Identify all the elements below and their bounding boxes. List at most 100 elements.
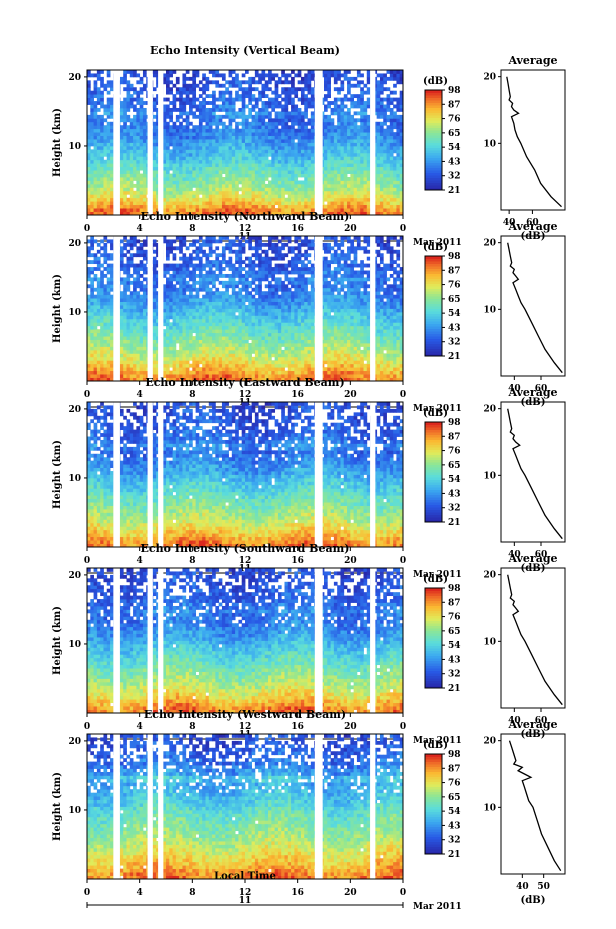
colorbar-segment	[425, 343, 442, 347]
average-x-label: (dB)	[521, 895, 546, 906]
colorbar-frame	[424, 753, 443, 855]
x-tick-label: 4	[137, 224, 143, 234]
x-tick-label: 20	[344, 722, 357, 732]
colorbar-segment	[425, 590, 442, 594]
avg-x-tick-label: 40	[508, 384, 521, 394]
colorbar-segment	[425, 92, 442, 96]
colorbar-segment	[425, 615, 442, 619]
data-gap	[370, 568, 376, 713]
y-tick-label: 20	[68, 737, 81, 747]
avg-x-tick-label: 40	[508, 716, 521, 726]
colorbar-segment	[425, 633, 442, 636]
colorbar-tick-label: 98	[448, 86, 461, 96]
y-tick-label: 20	[68, 239, 81, 249]
x-tick-label: 8	[189, 224, 195, 234]
colorbar-segment	[425, 648, 442, 651]
colorbar-segment	[425, 125, 442, 128]
data-gap	[314, 568, 323, 713]
colorbar-segment	[425, 462, 442, 465]
x-tick-label: 0	[84, 556, 90, 566]
colorbar-segment	[425, 829, 442, 832]
colorbar-tick-label: 87	[448, 764, 461, 774]
y-tick-label: 20	[68, 73, 81, 83]
colorbar-segment	[425, 459, 442, 463]
colorbar-segment	[425, 796, 442, 800]
x-tick-label: 16	[291, 888, 304, 898]
avg-y-tick-label: 20	[483, 571, 496, 581]
colorbar-segment	[425, 110, 442, 113]
average-title: Average	[507, 220, 557, 233]
colorbar-tick-label: 43	[448, 655, 461, 665]
x-tick-label: 16	[291, 390, 304, 400]
colorbar-segment	[425, 427, 442, 430]
colorbar-tick-label: 21	[448, 518, 461, 528]
average-title: Average	[507, 54, 557, 67]
average-frame	[500, 69, 566, 211]
avg-x-tick-label: 50	[537, 882, 550, 892]
x-tick-label: 20	[344, 556, 357, 566]
colorbar-segment	[425, 140, 442, 143]
colorbar-segment	[425, 509, 442, 513]
colorbar-tick-label: 54	[448, 807, 461, 817]
colorbar-segment	[425, 346, 442, 349]
colorbar-segment	[425, 839, 442, 842]
colorbar-tick-label: 65	[448, 461, 461, 471]
x-tick-label: 0	[400, 722, 406, 732]
intensity-heatmap	[87, 402, 404, 548]
colorbar-segment	[425, 152, 442, 156]
average-profile-line	[506, 76, 562, 208]
colorbar-segment	[425, 117, 442, 121]
avg-y-tick-label: 10	[483, 471, 496, 481]
colorbar-segment	[425, 809, 442, 812]
colorbar-segment	[425, 814, 442, 817]
x-tick-label: 8	[189, 888, 195, 898]
colorbar-segment	[425, 256, 442, 259]
y-tick-label: 10	[68, 640, 81, 650]
colorbar-segment	[425, 155, 442, 158]
panel-3: Echo Intensity (Eastward Beam) 10 20 Height…	[52, 376, 566, 580]
average-profile-line	[508, 740, 562, 872]
colorbar-segment	[425, 769, 442, 772]
colorbar-segment	[425, 261, 442, 264]
colorbar-segment	[425, 655, 442, 659]
colorbar-segment	[425, 492, 442, 495]
intensity-heatmap	[87, 734, 404, 880]
colorbar-segment	[425, 286, 442, 289]
colorbar-segment	[425, 764, 442, 767]
data-gap	[158, 734, 164, 879]
colorbar-segment	[425, 517, 442, 520]
colorbar-tick-label: 32	[448, 504, 461, 514]
colorbar-segment	[425, 754, 442, 757]
colorbar-segment	[425, 645, 442, 649]
colorbar-segment	[425, 422, 442, 425]
colorbar-segment	[425, 653, 442, 656]
colorbar-segment	[425, 595, 442, 599]
colorbar-segment	[425, 130, 442, 133]
data-gap	[147, 236, 153, 381]
colorbar-segment	[425, 600, 442, 604]
colorbar-tick-label: 76	[448, 779, 461, 789]
colorbar-tick-label: 21	[448, 850, 461, 860]
y-tick-label: 10	[68, 308, 81, 318]
colorbar-segment	[425, 266, 442, 269]
colorbar-segment	[425, 162, 442, 166]
colorbar-frame	[424, 421, 443, 523]
colorbar-segment	[425, 851, 442, 855]
data-gap	[158, 70, 164, 215]
colorbar-segment	[425, 512, 442, 515]
colorbar-segment	[425, 610, 442, 614]
colorbar-segment	[425, 494, 442, 498]
colorbar-segment	[425, 467, 442, 470]
colorbar-segment	[425, 625, 442, 629]
colorbar-tick-label: 98	[448, 418, 461, 428]
x-tick-label: 12	[239, 888, 252, 898]
average-title: Average	[507, 386, 557, 399]
data-gap	[314, 734, 323, 879]
colorbar-segment	[425, 132, 442, 136]
data-gap	[147, 70, 153, 215]
avg-x-tick-label: 40	[503, 218, 516, 228]
colorbar-segment	[425, 603, 442, 606]
colorbar-segment	[425, 316, 442, 319]
y-tick-label: 20	[68, 405, 81, 415]
colorbar-tick-label: 54	[448, 309, 461, 319]
